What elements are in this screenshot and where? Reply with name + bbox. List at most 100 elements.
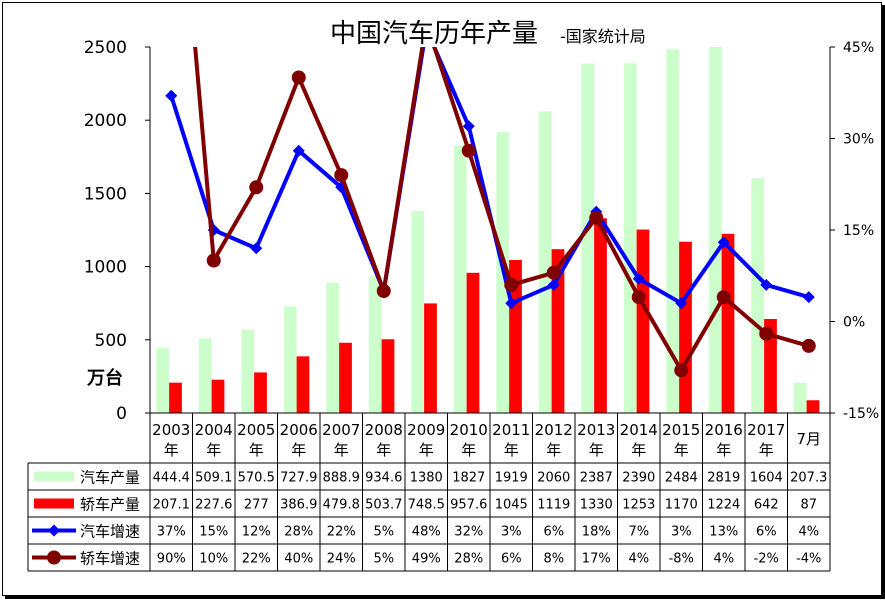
bar-car-production xyxy=(211,379,225,413)
y-axis-label: 万台 xyxy=(86,367,123,389)
bar-auto-production xyxy=(623,63,637,413)
y-tick-label: 2500 xyxy=(84,38,127,58)
marker-car-growth xyxy=(206,253,221,268)
y-tick-label: 0 xyxy=(116,404,127,424)
marker-car-growth xyxy=(249,180,264,195)
table-cell: 4% xyxy=(798,525,819,540)
marker-auto-growth xyxy=(717,236,730,249)
category-label-year: 2015 xyxy=(662,421,700,439)
category-label-year: 2008 xyxy=(365,421,403,439)
marker-auto-growth xyxy=(462,120,475,133)
bar-car-production xyxy=(254,372,267,413)
table-cell: 1919 xyxy=(495,471,528,486)
table-cell: 6% xyxy=(543,525,564,540)
y2-tick-label: 45% xyxy=(843,40,874,56)
bar-auto-production xyxy=(666,49,680,413)
table-cell: 570.5 xyxy=(238,471,275,486)
table-cell: 1119 xyxy=(537,498,570,513)
category-label-suffix: 年 xyxy=(546,441,561,459)
bar-auto-production xyxy=(708,47,722,413)
category-label: 7月 xyxy=(796,430,821,448)
legend-label: 轿车产量 xyxy=(80,496,140,514)
table-cell: 386.9 xyxy=(280,498,317,513)
legend-key-marker xyxy=(48,524,60,537)
marker-auto-growth xyxy=(250,242,263,255)
table-cell: 18% xyxy=(582,525,611,540)
table-cell: 444.4 xyxy=(153,471,190,486)
bar-auto-production xyxy=(411,210,425,413)
table-cell: 479.8 xyxy=(323,498,360,513)
category-label-year: 2013 xyxy=(577,421,615,439)
table-cell: 748.5 xyxy=(408,498,445,513)
category-label-year: 2012 xyxy=(535,421,573,439)
table-cell: 2484 xyxy=(665,471,698,486)
bar-auto-production xyxy=(581,63,595,413)
marker-auto-growth xyxy=(675,297,688,310)
legend-label: 轿车增速 xyxy=(80,550,140,568)
marker-car-growth xyxy=(801,338,816,353)
bar-auto-production xyxy=(326,282,340,413)
bar-auto-production xyxy=(283,306,297,413)
table-cell: 7% xyxy=(628,525,649,540)
y2-tick-label: 0% xyxy=(843,315,865,331)
table-cell: 4% xyxy=(713,552,734,567)
table-cell: -8% xyxy=(669,552,694,567)
table-cell: 87 xyxy=(800,498,817,513)
bar-car-production xyxy=(381,339,395,413)
table-cell: 28% xyxy=(454,552,483,567)
y-tick-label: 500 xyxy=(95,331,127,351)
table-cell: 28% xyxy=(284,525,313,540)
table-cell: 1827 xyxy=(452,471,485,486)
marker-car-growth xyxy=(376,284,391,298)
marker-car-growth xyxy=(546,265,561,280)
table-cell: 12% xyxy=(242,525,271,540)
table-cell: 2390 xyxy=(622,471,655,486)
line-car-growth xyxy=(193,47,810,373)
category-label-suffix: 年 xyxy=(164,441,179,459)
category-label-suffix: 年 xyxy=(291,441,306,459)
table-cell: 5% xyxy=(373,552,394,567)
bar-car-production xyxy=(806,400,820,413)
marker-car-growth xyxy=(631,290,646,305)
category-label-suffix: 年 xyxy=(589,441,604,459)
table-cell: 1253 xyxy=(622,498,655,513)
marker-auto-growth xyxy=(292,144,305,157)
legend-key-bar xyxy=(34,471,74,482)
table-cell: 8% xyxy=(543,552,564,567)
table-cell: 48% xyxy=(412,525,441,540)
table-cell: 37% xyxy=(157,525,186,540)
table-cell: 2060 xyxy=(537,471,570,486)
table-cell: 2387 xyxy=(580,471,613,486)
category-label-suffix: 年 xyxy=(759,441,774,459)
bar-car-production xyxy=(636,229,650,413)
category-label-year: 2003 xyxy=(152,421,190,439)
category-label-year: 2009 xyxy=(407,421,445,439)
table-cell: -4% xyxy=(796,552,821,567)
table-cell: -2% xyxy=(754,552,779,567)
legend-label: 汽车增速 xyxy=(80,523,140,541)
marker-auto-growth xyxy=(802,291,815,304)
table-cell: 227.6 xyxy=(195,498,232,513)
marker-auto-growth xyxy=(505,297,518,310)
table-cell: 2819 xyxy=(707,471,740,486)
bar-auto-production xyxy=(241,329,255,413)
table-cell: 3% xyxy=(671,525,692,540)
bar-car-production xyxy=(721,233,735,413)
legend-key-marker xyxy=(47,550,61,565)
table-cell: 642 xyxy=(754,498,779,513)
legend-key-bar xyxy=(34,498,74,509)
table-cell: 10% xyxy=(199,552,228,567)
table-cell: 22% xyxy=(327,525,356,540)
bar-car-production xyxy=(424,303,437,413)
category-label-year: 2010 xyxy=(450,421,488,439)
table-cell: 888.9 xyxy=(323,471,360,486)
table-cell: 15% xyxy=(199,525,228,540)
category-label-year: 2011 xyxy=(492,421,530,439)
category-label-year: 2014 xyxy=(620,421,658,439)
bar-car-production xyxy=(296,356,310,413)
marker-car-growth xyxy=(759,326,774,341)
category-label-suffix: 年 xyxy=(504,441,519,459)
table-cell: 6% xyxy=(756,525,777,540)
